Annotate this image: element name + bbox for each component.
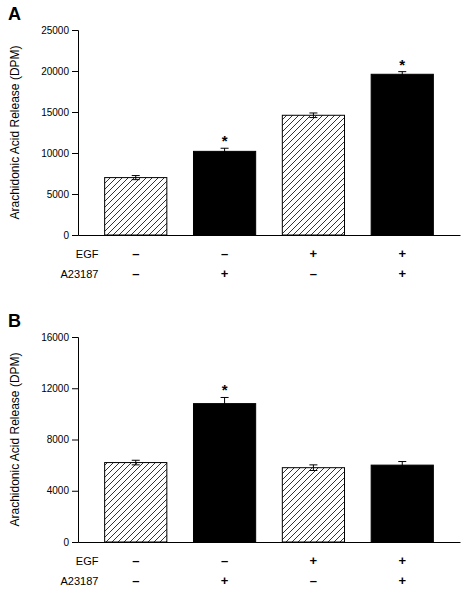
error-bar <box>309 113 317 118</box>
row-label: + <box>398 553 406 568</box>
y-tick: 15000 <box>41 107 78 118</box>
y-tick-mark <box>72 491 78 492</box>
y-tick: 4000 <box>47 485 78 496</box>
y-tick: 0 <box>63 537 78 548</box>
y-axis: 0 4000 8000 12000 16000 <box>41 332 78 548</box>
y-tick-mark <box>72 30 78 31</box>
x-axis <box>79 235 461 236</box>
row-header: A23187 <box>60 575 98 587</box>
row-header: EGF <box>76 248 99 260</box>
y-axis-title: Arachidonic Acid Release (DPM) <box>8 45 22 219</box>
y-tick-mark <box>72 542 78 543</box>
y-tick-mark <box>72 235 78 236</box>
row-label: – <box>310 573 317 588</box>
row-label: + <box>398 266 406 281</box>
y-tick-label: 5000 <box>47 189 70 200</box>
row-label: – <box>310 266 317 281</box>
row-label: – <box>132 266 139 281</box>
y-tick: 25000 <box>41 25 78 36</box>
y-tick-label: 25000 <box>41 25 69 36</box>
row-label: + <box>398 573 406 588</box>
y-tick-label: 8000 <box>47 434 70 445</box>
panel: 0 5000 10000 15000 20000 25000 * * EGF – – + + A23187… <box>8 4 461 281</box>
chart: 0 5000 10000 15000 20000 25000 * * EGF – – + + A23187… <box>0 0 474 614</box>
bar <box>193 151 255 235</box>
y-tick-label: 0 <box>63 230 69 241</box>
y-tick-label: 16000 <box>41 332 69 343</box>
row-label: + <box>310 553 318 568</box>
star-label: * <box>222 381 228 398</box>
y-tick-mark <box>72 112 78 113</box>
bars <box>105 397 434 542</box>
row-label: – <box>221 246 228 261</box>
error-bar <box>221 397 229 409</box>
y-tick-mark <box>72 388 78 389</box>
panel-label: A <box>8 4 21 24</box>
panel: 0 4000 8000 12000 16000 * EGF – – + + A23187 – + – + Ara… <box>8 311 461 588</box>
y-tick-mark <box>72 194 78 195</box>
y-tick: 12000 <box>41 383 78 394</box>
row-label: – <box>132 553 139 568</box>
error-bar <box>309 465 317 471</box>
y-axis-line <box>72 31 79 236</box>
error-bar <box>132 176 140 180</box>
y-axis: 0 5000 10000 15000 20000 25000 <box>41 25 78 241</box>
error-bar <box>132 460 140 465</box>
x-axis <box>79 542 461 543</box>
row-label: – <box>132 573 139 588</box>
bar <box>105 178 167 235</box>
row-label: + <box>310 246 318 261</box>
x-axis-line <box>79 235 461 236</box>
star-label: * <box>399 56 405 73</box>
y-tick-label: 10000 <box>41 148 69 159</box>
y-tick-mark <box>72 71 78 72</box>
y-tick-label: 20000 <box>41 66 69 77</box>
y-tick: 16000 <box>41 332 78 343</box>
y-tick: 0 <box>63 230 78 241</box>
y-tick-label: 0 <box>63 537 69 548</box>
star-label: * <box>222 132 228 149</box>
y-axis-title: Arachidonic Acid Release (DPM) <box>8 352 22 526</box>
bar <box>282 468 344 542</box>
bar <box>193 404 255 542</box>
row-label: + <box>221 573 229 588</box>
bar <box>282 115 344 235</box>
y-tick: 5000 <box>47 189 78 200</box>
y-tick: 8000 <box>47 434 78 445</box>
row-label: – <box>221 553 228 568</box>
y-axis-line <box>72 338 79 543</box>
x-axis-line <box>79 542 461 543</box>
y-tick-label: 4000 <box>47 485 70 496</box>
y-tick-label: 15000 <box>41 107 69 118</box>
error-bar <box>398 462 406 469</box>
row-label: – <box>132 246 139 261</box>
row-label: + <box>398 246 406 261</box>
row-header: EGF <box>76 555 99 567</box>
bar <box>371 465 433 542</box>
y-tick-mark <box>72 153 78 154</box>
bar <box>105 463 167 542</box>
panel-label: B <box>8 311 21 331</box>
y-tick: 20000 <box>41 66 78 77</box>
y-tick-label: 12000 <box>41 383 69 394</box>
row-label: + <box>221 266 229 281</box>
bars <box>105 72 434 235</box>
y-tick-mark <box>72 440 78 441</box>
row-header: A23187 <box>60 268 98 280</box>
bar <box>371 74 433 235</box>
y-tick: 10000 <box>41 148 78 159</box>
y-tick-mark <box>72 337 78 338</box>
